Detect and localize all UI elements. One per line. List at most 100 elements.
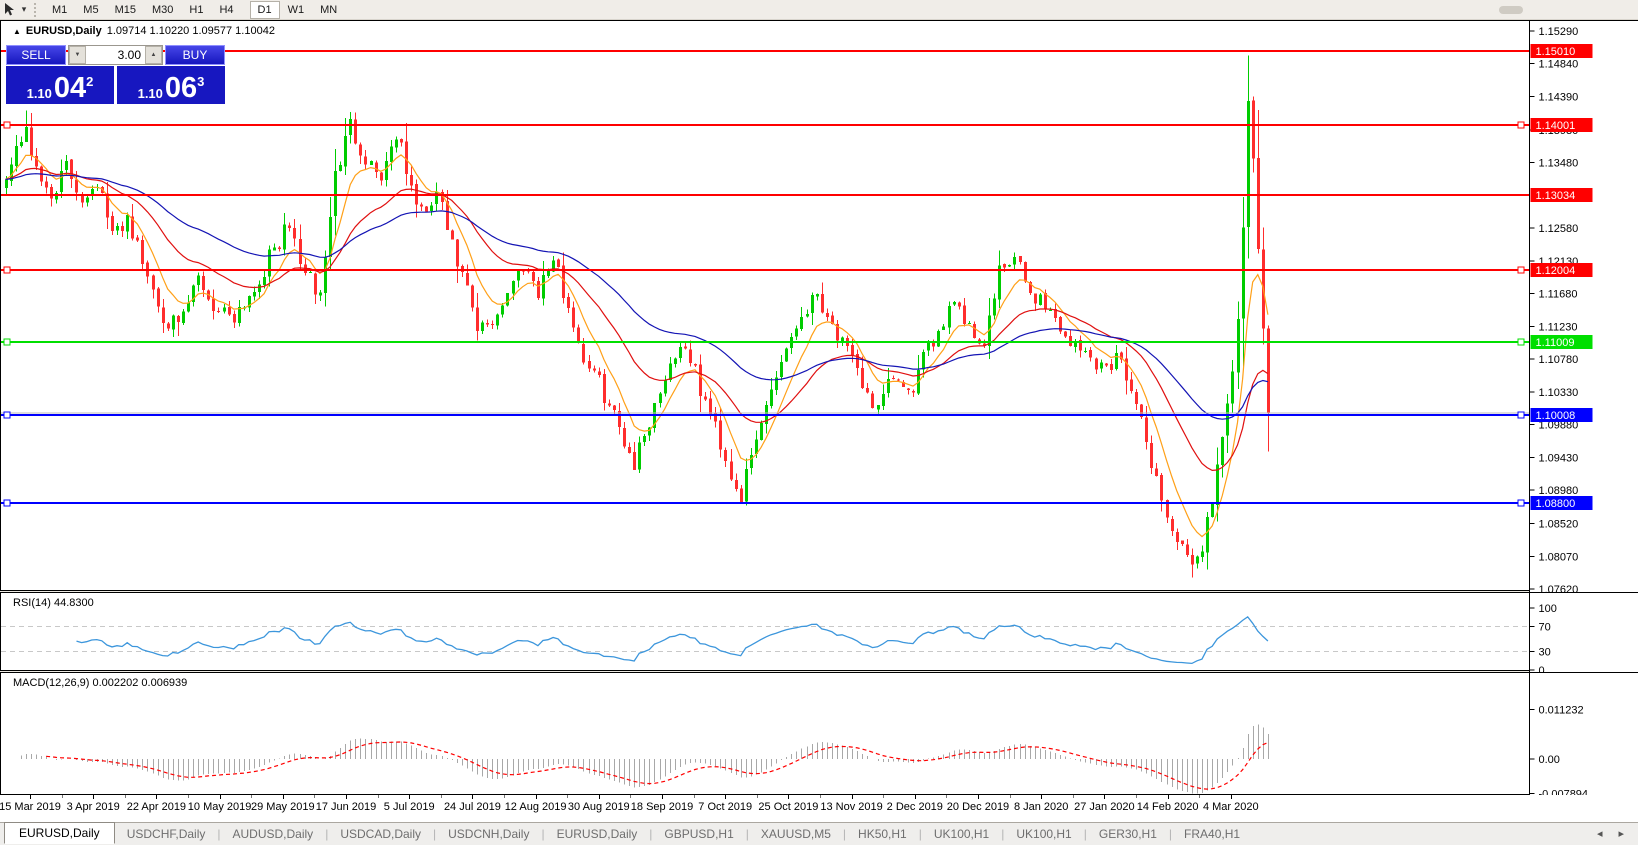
chart-tab-XAUUSD-M5[interactable]: XAUUSD,M5 (760, 827, 831, 841)
date-label: 8 Jan 2020 (1013, 801, 1069, 813)
svg-text:0.00: 0.00 (1539, 754, 1560, 766)
date-tick (409, 795, 411, 799)
date-tick-minor (820, 795, 821, 798)
tool-dropdown-caret-icon[interactable]: ▾ (21, 4, 27, 14)
date-label: 4 Mar 2020 (1202, 801, 1259, 813)
tab-separator: | (325, 827, 329, 841)
timeframe-button-H1[interactable]: H1 (181, 1, 211, 19)
chart-ohlc-values: 1.09714 1.10220 1.09577 1.10042 (106, 25, 275, 37)
date-tick-minor (883, 795, 885, 798)
svg-text:1.15290: 1.15290 (1539, 26, 1579, 38)
date-tick (472, 795, 474, 799)
date-tick-minor (630, 795, 632, 798)
date-label: 12 Aug 2019 (504, 801, 567, 813)
buy-price-pips: 06 (164, 72, 198, 104)
date-tick-minor (1136, 795, 1137, 798)
macd-histogram (21, 724, 1269, 794)
chart-tab-UK100-H1[interactable]: UK100,H1 (1016, 827, 1072, 841)
date-tick (598, 795, 600, 799)
svg-text:1.15010: 1.15010 (1536, 46, 1576, 58)
timeframe-button-M5[interactable]: M5 (75, 1, 106, 19)
macd-label: MACD(12,26,9) 0.002202 0.006939 (13, 677, 188, 689)
chart-tab-UK100-H1[interactable]: UK100,H1 (933, 827, 990, 841)
volume-decrease-button[interactable]: ▼ (69, 46, 86, 64)
ma-fast-line (5, 154, 1269, 538)
svg-text:0: 0 (1539, 665, 1545, 672)
chart-symbol-title: EURUSD,Daily (25, 25, 102, 37)
date-label: 17 Jun 2019 (315, 801, 377, 813)
tab-scroll-right-icon[interactable]: ▸ (1618, 828, 1624, 840)
main-chart-panel: 1.152901.148401.143901.139301.134801.125… (0, 20, 1638, 592)
sell-price-button[interactable]: 1.10 04 2 (6, 66, 114, 104)
chart-tab-AUDUSD-Daily[interactable]: AUDUSD,Daily (232, 827, 314, 841)
date-tick-minor (1199, 795, 1201, 798)
timeframe-button-M30[interactable]: M30 (144, 1, 181, 19)
date-tick-minor (377, 795, 379, 798)
chart-tab-EURUSD-Daily[interactable]: EURUSD,Daily (4, 822, 115, 844)
buy-price-point: 3 (197, 74, 205, 89)
date-tick (93, 795, 95, 799)
buy-price-button[interactable]: 1.10 06 3 (117, 66, 225, 104)
chart-tab-FRA40-H1[interactable]: FRA40,H1 (1184, 827, 1241, 841)
volume-input[interactable] (86, 46, 145, 64)
rsi-indicator-panel: 100 70 30 0 RSI(14) 44.8300 (0, 592, 1638, 672)
buy-button[interactable]: BUY (165, 45, 225, 65)
price-line-label (1530, 408, 1593, 422)
rsi-canvas[interactable]: 100 70 30 0 (1, 593, 1638, 672)
tab-separator: | (1168, 827, 1173, 841)
svg-text:-0.007894: -0.007894 (1539, 789, 1589, 796)
date-tick (30, 795, 31, 799)
date-tick (1167, 795, 1169, 799)
cursor-tool-icon[interactable] (2, 2, 18, 18)
svg-text:1.11680: 1.11680 (1539, 289, 1578, 301)
chart-tab-EURUSD-Daily[interactable]: EURUSD,Daily (556, 827, 638, 841)
chart-tab-USDCNH-Daily[interactable]: USDCNH,Daily (448, 827, 530, 841)
tab-scroll-left-icon[interactable]: ◂ (1596, 828, 1603, 840)
macd-canvas[interactable]: 0.011232 0.00 -0.007894 (1, 673, 1638, 796)
chart-tab-HK50-H1[interactable]: HK50,H1 (858, 827, 907, 841)
caret-down-icon: ▼ (74, 52, 81, 58)
tab-separator: | (1001, 827, 1005, 841)
date-tick-minor (61, 795, 63, 798)
svg-text:1.12580: 1.12580 (1539, 223, 1579, 235)
chart-tab-USDCAD-Daily[interactable]: USDCAD,Daily (340, 827, 421, 841)
date-tick (282, 795, 284, 799)
sell-button[interactable]: SELL (6, 45, 66, 65)
toolbar-scroll-thumb (1499, 6, 1523, 14)
svg-text:1.12004: 1.12004 (1536, 265, 1576, 277)
timeframe-button-H4[interactable]: H4 (211, 1, 241, 19)
caret-up-icon: ▲ (150, 52, 157, 58)
chart-tab-USDCHF-Daily[interactable]: USDCHF,Daily (126, 827, 206, 841)
chart-tab-GBPUSD-H1[interactable]: GBPUSD,H1 (664, 827, 734, 841)
svg-text:1.08800: 1.08800 (1536, 498, 1576, 510)
date-label: 10 May 2019 (187, 801, 252, 813)
price-chart-canvas[interactable]: 1.152901.148401.143901.139301.134801.125… (1, 21, 1638, 592)
date-tick-minor (251, 795, 253, 798)
timeframe-button-W1[interactable]: W1 (280, 1, 313, 19)
date-label: 24 Jul 2019 (443, 801, 501, 813)
svg-text:1.09430: 1.09430 (1539, 452, 1579, 464)
buy-price-big-figure: 1.10 (137, 86, 163, 101)
collapse-chart-arrow-icon[interactable]: ▲ (13, 26, 21, 36)
date-label: 22 Apr 2019 (126, 801, 187, 813)
chart-tab-GER30-H1[interactable]: GER30,H1 (1098, 827, 1157, 841)
price-line-label (1530, 335, 1593, 349)
date-axis[interactable]: 15 Mar 2019 3 Apr 2019 22 Apr 2019 10 May 2… (0, 795, 1638, 822)
date-tick-minor (314, 795, 316, 798)
volume-increase-button[interactable]: ▲ (145, 46, 162, 64)
date-tick (978, 795, 979, 799)
svg-text:1.08520: 1.08520 (1539, 519, 1579, 531)
tab-scroll-buttons: ◂ ▸ (1597, 827, 1624, 840)
timeframe-button-MN[interactable]: MN (312, 1, 345, 19)
svg-text:1.11230: 1.11230 (1539, 321, 1578, 333)
timeframe-button-M1[interactable]: M1 (44, 1, 75, 19)
date-tick (914, 795, 916, 799)
date-tick-minor (1009, 795, 1011, 798)
date-tick (156, 795, 158, 799)
timeframe-button-D1[interactable]: D1 (249, 1, 280, 19)
svg-text:0.011232: 0.011232 (1539, 705, 1584, 717)
date-tick-minor (756, 795, 758, 798)
date-label: 7 Oct 2019 (698, 801, 753, 813)
timeframe-button-M15[interactable]: M15 (107, 1, 144, 19)
